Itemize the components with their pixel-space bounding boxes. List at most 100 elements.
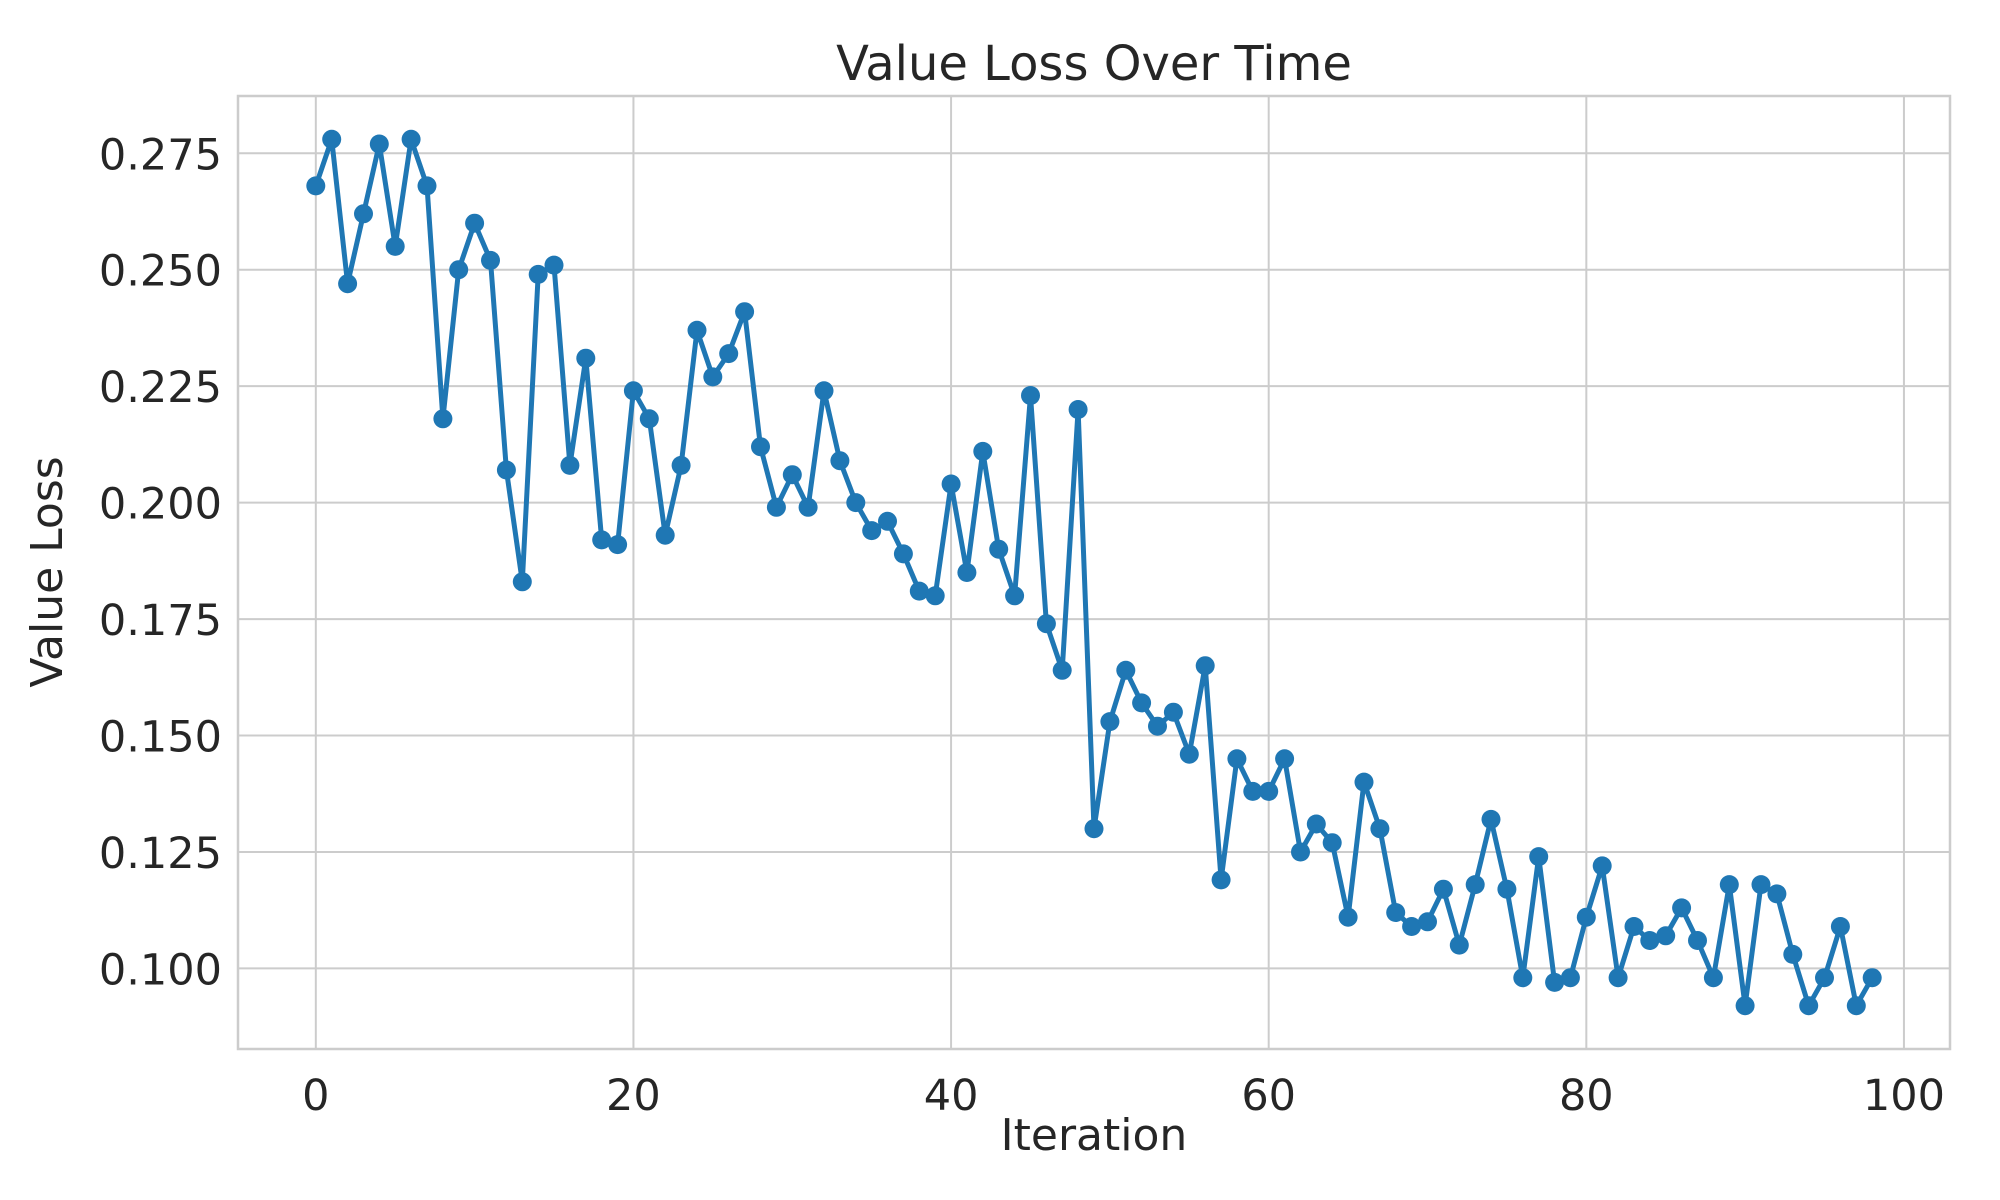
y-tick-label: 0.225 xyxy=(99,363,222,413)
data-point xyxy=(592,530,612,550)
data-point xyxy=(449,260,469,280)
data-point xyxy=(798,497,818,517)
data-point xyxy=(1338,907,1358,927)
y-tick-label: 0.200 xyxy=(99,480,222,530)
data-point xyxy=(973,441,993,461)
data-point xyxy=(1529,847,1549,867)
data-point xyxy=(703,367,723,387)
data-point xyxy=(1306,814,1326,834)
x-tick-label: 20 xyxy=(606,1071,661,1121)
x-tick-label: 0 xyxy=(302,1071,329,1121)
data-point xyxy=(496,460,516,480)
data-point xyxy=(1227,749,1247,769)
data-point xyxy=(1624,917,1644,936)
data-point xyxy=(623,381,643,401)
data-point xyxy=(1084,819,1104,839)
data-point xyxy=(1830,917,1850,936)
data-point xyxy=(655,525,675,545)
data-point xyxy=(608,535,628,555)
data-point xyxy=(957,563,977,582)
data-point xyxy=(1100,712,1120,732)
data-point xyxy=(512,572,532,592)
data-point xyxy=(719,344,739,364)
data-point xyxy=(1497,879,1517,899)
data-point xyxy=(1433,879,1453,899)
data-point xyxy=(1068,400,1088,419)
data-point xyxy=(878,511,897,531)
data-point xyxy=(1291,842,1310,862)
data-point xyxy=(862,521,882,541)
x-axis-label: Iteration xyxy=(1001,1110,1188,1161)
data-point xyxy=(401,129,421,149)
data-point xyxy=(1465,875,1485,895)
y-tick-label: 0.125 xyxy=(99,829,222,879)
data-point xyxy=(528,264,548,284)
data-point xyxy=(893,544,913,564)
data-point xyxy=(1751,875,1771,895)
data-point xyxy=(1370,819,1390,839)
y-tick-label: 0.150 xyxy=(99,713,222,763)
data-point xyxy=(1402,917,1422,936)
data-point xyxy=(846,493,866,513)
data-point xyxy=(687,320,707,340)
data-point xyxy=(1052,660,1072,680)
data-point xyxy=(1703,968,1723,988)
data-point xyxy=(1116,660,1136,680)
x-tick-labels: 0 20 40 60 80 100 xyxy=(302,1071,1945,1121)
data-point xyxy=(1211,870,1231,890)
data-point xyxy=(1322,833,1342,853)
data-point xyxy=(1545,972,1565,992)
data-point xyxy=(941,474,961,494)
data-point xyxy=(735,302,755,322)
data-point xyxy=(925,586,945,606)
data-point xyxy=(1132,693,1152,713)
data-point xyxy=(1576,907,1596,927)
data-point xyxy=(1672,898,1692,918)
plot-area xyxy=(236,94,1952,1051)
data-point xyxy=(1608,968,1628,988)
data-point xyxy=(433,409,453,429)
chart-title: Value Loss Over Time xyxy=(836,36,1352,92)
data-point xyxy=(1386,903,1406,922)
data-point xyxy=(1195,656,1215,676)
data-point xyxy=(417,176,437,196)
data-point xyxy=(989,539,1009,559)
y-tick-label: 0.275 xyxy=(99,130,222,180)
data-point xyxy=(560,455,580,475)
x-tick-label: 60 xyxy=(1241,1071,1296,1121)
y-tick-label: 0.175 xyxy=(99,596,222,646)
x-tick-label: 40 xyxy=(924,1071,979,1121)
data-point xyxy=(1560,968,1580,988)
data-point xyxy=(766,497,786,517)
data-point xyxy=(1513,968,1533,988)
grid-lines xyxy=(238,96,1950,1049)
data-point xyxy=(1783,944,1803,964)
data-point xyxy=(306,176,326,196)
data-point xyxy=(1688,931,1707,950)
data-point xyxy=(354,204,373,224)
x-tick-label: 100 xyxy=(1863,1071,1945,1121)
data-point xyxy=(322,129,342,149)
data-point xyxy=(1640,931,1660,950)
data-point xyxy=(1148,716,1167,736)
data-point xyxy=(1767,884,1787,904)
y-axis-label: Value Loss xyxy=(22,456,73,687)
data-point xyxy=(1163,702,1183,722)
data-point xyxy=(369,134,389,154)
data-point xyxy=(1656,926,1676,946)
data-point xyxy=(1815,968,1834,988)
data-point xyxy=(544,255,564,275)
data-point xyxy=(1021,386,1040,405)
y-tick-label: 0.250 xyxy=(99,247,222,297)
data-point xyxy=(1275,749,1295,769)
data-point xyxy=(1243,781,1263,801)
data-point xyxy=(1481,809,1501,829)
data-point xyxy=(1259,781,1279,801)
data-point xyxy=(1735,996,1755,1016)
data-point xyxy=(1179,744,1199,764)
data-point xyxy=(338,274,358,294)
data-point xyxy=(1719,875,1739,895)
data-point xyxy=(909,581,929,601)
data-point xyxy=(1418,912,1437,932)
